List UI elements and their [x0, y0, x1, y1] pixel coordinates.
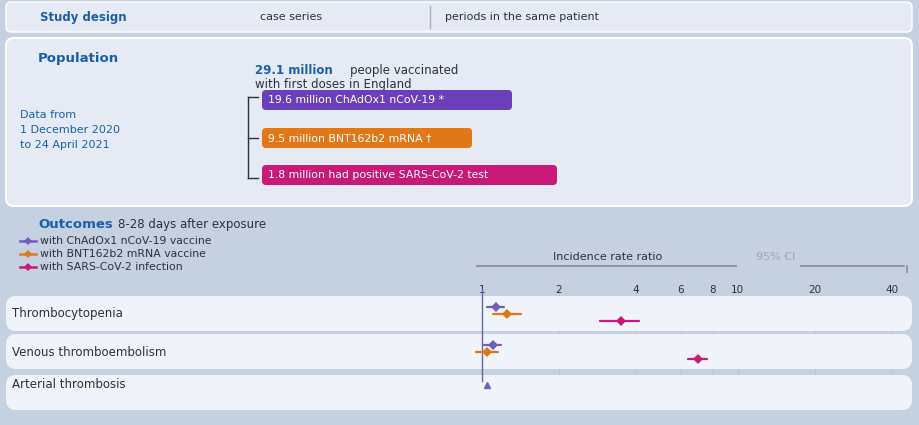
Text: Venous thromboembolism: Venous thromboembolism — [12, 346, 166, 359]
FancyBboxPatch shape — [262, 128, 471, 148]
FancyBboxPatch shape — [262, 90, 512, 110]
Text: Study design: Study design — [40, 11, 127, 23]
Text: people vaccinated: people vaccinated — [349, 63, 458, 76]
Text: 8: 8 — [709, 285, 716, 295]
Text: Incidence rate ratio: Incidence rate ratio — [552, 252, 662, 262]
Text: with ChAdOx1 nCoV-19 vaccine: with ChAdOx1 nCoV-19 vaccine — [40, 236, 211, 246]
Text: 1: 1 — [478, 285, 485, 295]
Text: 29.1 million: 29.1 million — [255, 63, 333, 76]
Text: Data from
1 December 2020
to 24 April 2021: Data from 1 December 2020 to 24 April 20… — [20, 110, 119, 150]
Text: 2: 2 — [555, 285, 562, 295]
Text: with SARS-CoV-2 infection: with SARS-CoV-2 infection — [40, 262, 183, 272]
Text: Outcomes: Outcomes — [38, 218, 113, 230]
Text: periods in the same patient: periods in the same patient — [445, 12, 598, 22]
Text: 20: 20 — [807, 285, 821, 295]
Text: 40: 40 — [884, 285, 897, 295]
Text: 9.5 million BNT162b2 mRNA †: 9.5 million BNT162b2 mRNA † — [267, 133, 431, 143]
Text: 6: 6 — [677, 285, 684, 295]
FancyBboxPatch shape — [6, 375, 911, 410]
Text: 1.8 million had positive SARS-CoV-2 test: 1.8 million had positive SARS-CoV-2 test — [267, 170, 488, 180]
Text: Arterial thrombosis: Arterial thrombosis — [12, 379, 126, 391]
Text: 4: 4 — [632, 285, 639, 295]
Text: 8-28 days after exposure: 8-28 days after exposure — [118, 218, 266, 230]
FancyBboxPatch shape — [262, 165, 556, 185]
Text: 19.6 million ChAdOx1 nCoV-19 *: 19.6 million ChAdOx1 nCoV-19 * — [267, 95, 444, 105]
FancyBboxPatch shape — [6, 38, 911, 206]
FancyBboxPatch shape — [6, 2, 911, 32]
Text: with BNT162b2 mRNA vaccine: with BNT162b2 mRNA vaccine — [40, 249, 206, 259]
Text: case series: case series — [260, 12, 322, 22]
Text: 10: 10 — [731, 285, 743, 295]
FancyBboxPatch shape — [6, 296, 911, 331]
Text: 95% CI: 95% CI — [754, 252, 794, 262]
Text: Population: Population — [38, 51, 119, 65]
Text: with first doses in England: with first doses in England — [255, 77, 411, 91]
Text: Thrombocytopenia: Thrombocytopenia — [12, 308, 123, 320]
FancyBboxPatch shape — [6, 334, 911, 369]
